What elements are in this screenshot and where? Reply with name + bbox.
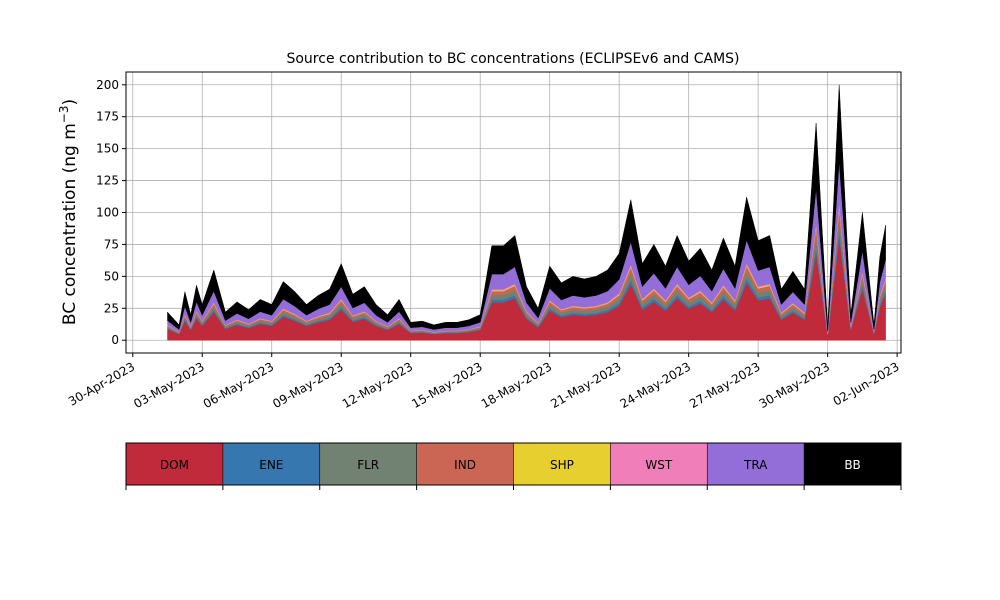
y-tick-label: 25 <box>104 301 119 315</box>
colorbar-swatch-ene <box>222 443 320 485</box>
chart-title: Source contribution to BC concentrations… <box>286 51 739 67</box>
y-tick-label: 50 <box>104 269 119 283</box>
colorbar-swatch-flr <box>319 443 417 485</box>
area-bb <box>167 84 886 332</box>
y-axis-label: BC concentration (ng m−3) <box>57 99 80 325</box>
x-tick-label: 09-May-2023 <box>270 359 345 411</box>
x-tick-label: 30-Apr-2023 <box>66 359 137 408</box>
y-axis-label-main: BC concentration (ng m <box>60 123 80 325</box>
colorbar-frame <box>125 442 902 486</box>
x-tick-label: 03-May-2023 <box>131 359 206 411</box>
colorbar-swatch-bb <box>804 443 901 485</box>
x-tick-label: 30-May-2023 <box>757 359 832 411</box>
x-tick-label: 06-May-2023 <box>201 359 276 411</box>
x-tick-label: 18-May-2023 <box>479 359 554 411</box>
y-axis-label-sup: −3 <box>57 105 71 123</box>
y-tick-label: 200 <box>96 78 119 92</box>
colorbar-swatch-tra <box>707 443 805 485</box>
colorbar-label-shp: SHP <box>550 458 574 472</box>
source-colorbar: DOM ENE FLR IND SHP WST TRA BB <box>125 442 902 490</box>
x-tick-label: 02-Jun-2023 <box>831 359 902 408</box>
y-tick-label: 150 <box>96 142 119 156</box>
colorbar-label-wst: WST <box>645 458 672 472</box>
y-axis-ticks: 0 25 50 75 100 125 150 175 200 <box>96 78 126 347</box>
colorbar-label-tra: TRA <box>743 458 768 472</box>
y-axis-label-close: ) <box>60 99 80 106</box>
x-tick-label: 12-May-2023 <box>340 359 415 411</box>
colorbar-swatch-wst <box>610 443 708 485</box>
x-tick-label: 27-May-2023 <box>687 359 762 411</box>
x-tick-label: 24-May-2023 <box>618 359 693 411</box>
y-tick-label: 125 <box>96 174 119 188</box>
colorbar-label-ene: ENE <box>259 458 283 472</box>
colorbar-swatch-shp <box>513 443 611 485</box>
y-tick-label: 75 <box>104 237 119 251</box>
y-tick-label: 0 <box>111 333 119 347</box>
colorbar-label-flr: FLR <box>357 458 379 472</box>
colorbar-swatch-dom <box>126 443 223 485</box>
x-axis-ticks: 30-Apr-202303-May-202306-May-202309-May-… <box>66 353 902 411</box>
colorbar-label-dom: DOM <box>160 458 189 472</box>
colorbar-swatch-ind <box>416 443 514 485</box>
y-tick-label: 175 <box>96 110 119 124</box>
stacked-areas <box>167 84 886 341</box>
x-tick-label: 21-May-2023 <box>548 359 623 411</box>
colorbar-label-bb: BB <box>844 458 860 472</box>
x-tick-label: 15-May-2023 <box>409 359 484 411</box>
y-tick-label: 100 <box>96 206 119 220</box>
colorbar-label-ind: IND <box>454 458 476 472</box>
